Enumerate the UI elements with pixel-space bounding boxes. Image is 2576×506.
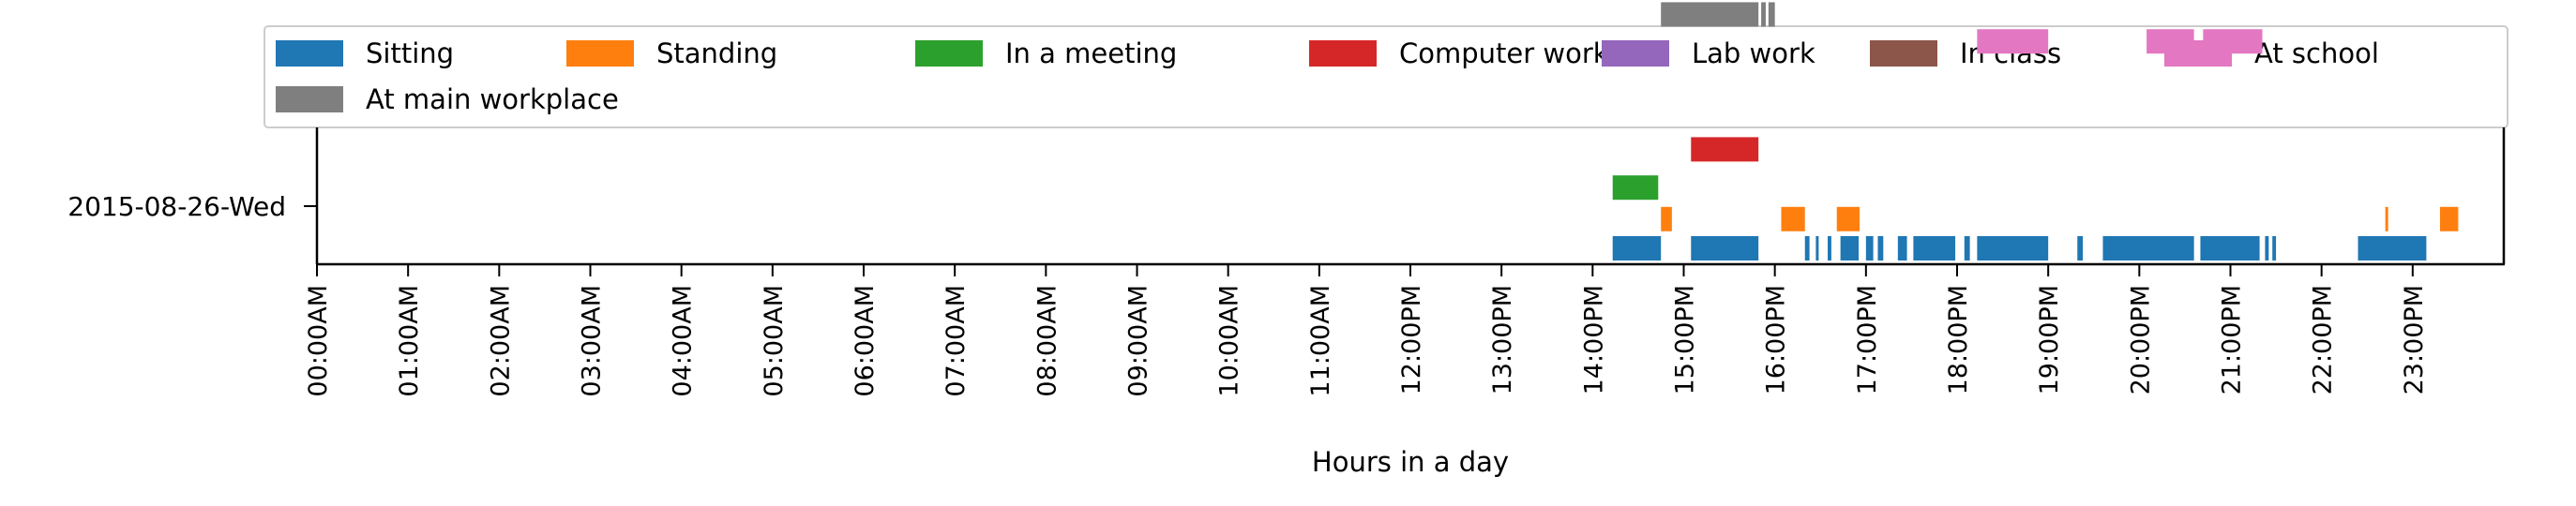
- legend-item: In a meeting: [915, 37, 1177, 69]
- interval-bar-standing: [2385, 206, 2388, 231]
- legend-item: Lab work: [1602, 37, 1815, 69]
- interval-bar-sitting: [1964, 236, 1970, 260]
- axes: 2015-08-26-Wed 00:00AM 01:00AM 02:00AM 03:0…: [68, 127, 2506, 478]
- legend-swatch: [1870, 40, 1937, 67]
- interval-bar-sitting: [1913, 236, 1956, 260]
- x-tick-label: 00:00AM: [304, 285, 333, 397]
- interval-bar-standing: [2439, 206, 2459, 231]
- legend-frame: [264, 25, 2508, 128]
- x-tick-label: 03:00AM: [578, 285, 607, 397]
- x-tick-label: 19:00PM: [2035, 285, 2064, 394]
- legend-label: At main workplace: [366, 83, 619, 115]
- interval-bar-sitting: [2265, 236, 2269, 260]
- interval-bar-sitting: [1828, 236, 1831, 260]
- interval-bar-standing: [1661, 206, 1672, 231]
- interval-bar-sitting: [1804, 236, 1810, 260]
- interval-bar-at-school: [1977, 29, 2049, 54]
- x-tick-label: 17:00PM: [1853, 285, 1882, 394]
- legend-label: At school: [2254, 37, 2379, 69]
- x-axis-label: Hours in a day: [1312, 446, 1509, 478]
- interval-bar-sitting: [2272, 236, 2277, 260]
- x-tick-label: 15:00PM: [1671, 285, 1700, 394]
- legend-item: Standing: [566, 37, 777, 69]
- interval-bar-standing: [1781, 206, 1805, 231]
- x-tick-label: 09:00AM: [1124, 285, 1153, 397]
- interval-bar-sitting: [1865, 236, 1874, 260]
- interval-bar-sitting: [1815, 236, 1819, 260]
- legend-swatch: [1602, 40, 1669, 67]
- y-tick-label-day: 2015-08-26-Wed: [68, 191, 286, 222]
- legend-label: Computer work: [1399, 37, 1609, 69]
- x-tick-label: 11:00AM: [1306, 285, 1335, 397]
- x-tick-label: 13:00PM: [1488, 285, 1517, 394]
- x-tick-label: 10:00AM: [1215, 285, 1244, 397]
- legend-label: In a meeting: [1005, 37, 1177, 69]
- legend-item: Sitting: [276, 37, 454, 69]
- x-tick-label: 20:00PM: [2126, 285, 2155, 394]
- x-tick-label: 01:00AM: [395, 285, 424, 397]
- interval-bar-sitting: [2102, 236, 2194, 260]
- x-tick-label: 07:00AM: [942, 285, 971, 397]
- legend-swatch: [1309, 40, 1377, 67]
- x-tick-label: 08:00AM: [1032, 285, 1062, 397]
- interval-bar-sitting: [1612, 236, 1662, 260]
- interval-bar-sitting: [1897, 236, 1907, 260]
- x-tick-label: 14:00PM: [1579, 285, 1608, 394]
- legend-label: Lab work: [1692, 37, 1815, 69]
- interval-bar-sitting: [2077, 236, 2084, 260]
- chart-marks: [1612, 2, 2459, 260]
- interval-bar-computer-work: [1691, 137, 1759, 162]
- legend: Sitting Standing In a meeting Computer work…: [264, 25, 2508, 128]
- interval-bar-standing: [1836, 206, 1860, 231]
- interval-bar-in-a-meeting: [1612, 175, 1659, 201]
- legend-swatch: [276, 86, 343, 112]
- x-tick-label: 04:00AM: [669, 285, 698, 397]
- legend-item: Computer work: [1309, 37, 1609, 69]
- legend-item: At main workplace: [276, 83, 619, 115]
- x-tick-label: 18:00PM: [1944, 285, 1973, 394]
- x-tick-label: 16:00PM: [1762, 285, 1791, 394]
- legend-item: At school: [2164, 37, 2379, 69]
- x-tick-label: 02:00AM: [486, 285, 515, 397]
- interval-bar-at-school: [2147, 29, 2194, 54]
- legend-swatch: [276, 40, 343, 67]
- interval-bar-at-main-workplace: [1768, 2, 1775, 27]
- legend-swatch: [566, 40, 634, 67]
- interval-bar-sitting: [1877, 236, 1884, 260]
- interval-bar-sitting: [2200, 236, 2260, 260]
- x-tick-label: 05:00AM: [760, 285, 789, 397]
- x-tick-label: 23:00PM: [2400, 285, 2429, 394]
- x-tick-label: 06:00AM: [851, 285, 880, 397]
- interval-bar-sitting: [1691, 236, 1759, 260]
- legend-label: Sitting: [366, 37, 454, 69]
- interval-bar-at-school: [2203, 29, 2263, 54]
- x-tick-label: 21:00PM: [2218, 285, 2247, 394]
- x-tick-label: 22:00PM: [2309, 285, 2338, 394]
- interval-bar-sitting: [1840, 236, 1860, 260]
- legend-swatch: [915, 40, 983, 67]
- legend-label: Standing: [656, 37, 777, 69]
- x-tick-label: 12:00PM: [1397, 285, 1426, 394]
- interval-bar-at-main-workplace: [1661, 2, 1759, 27]
- interval-bar-sitting: [1977, 236, 2049, 260]
- interval-bar-at-main-workplace: [1761, 2, 1766, 27]
- interval-bar-sitting: [2358, 236, 2427, 260]
